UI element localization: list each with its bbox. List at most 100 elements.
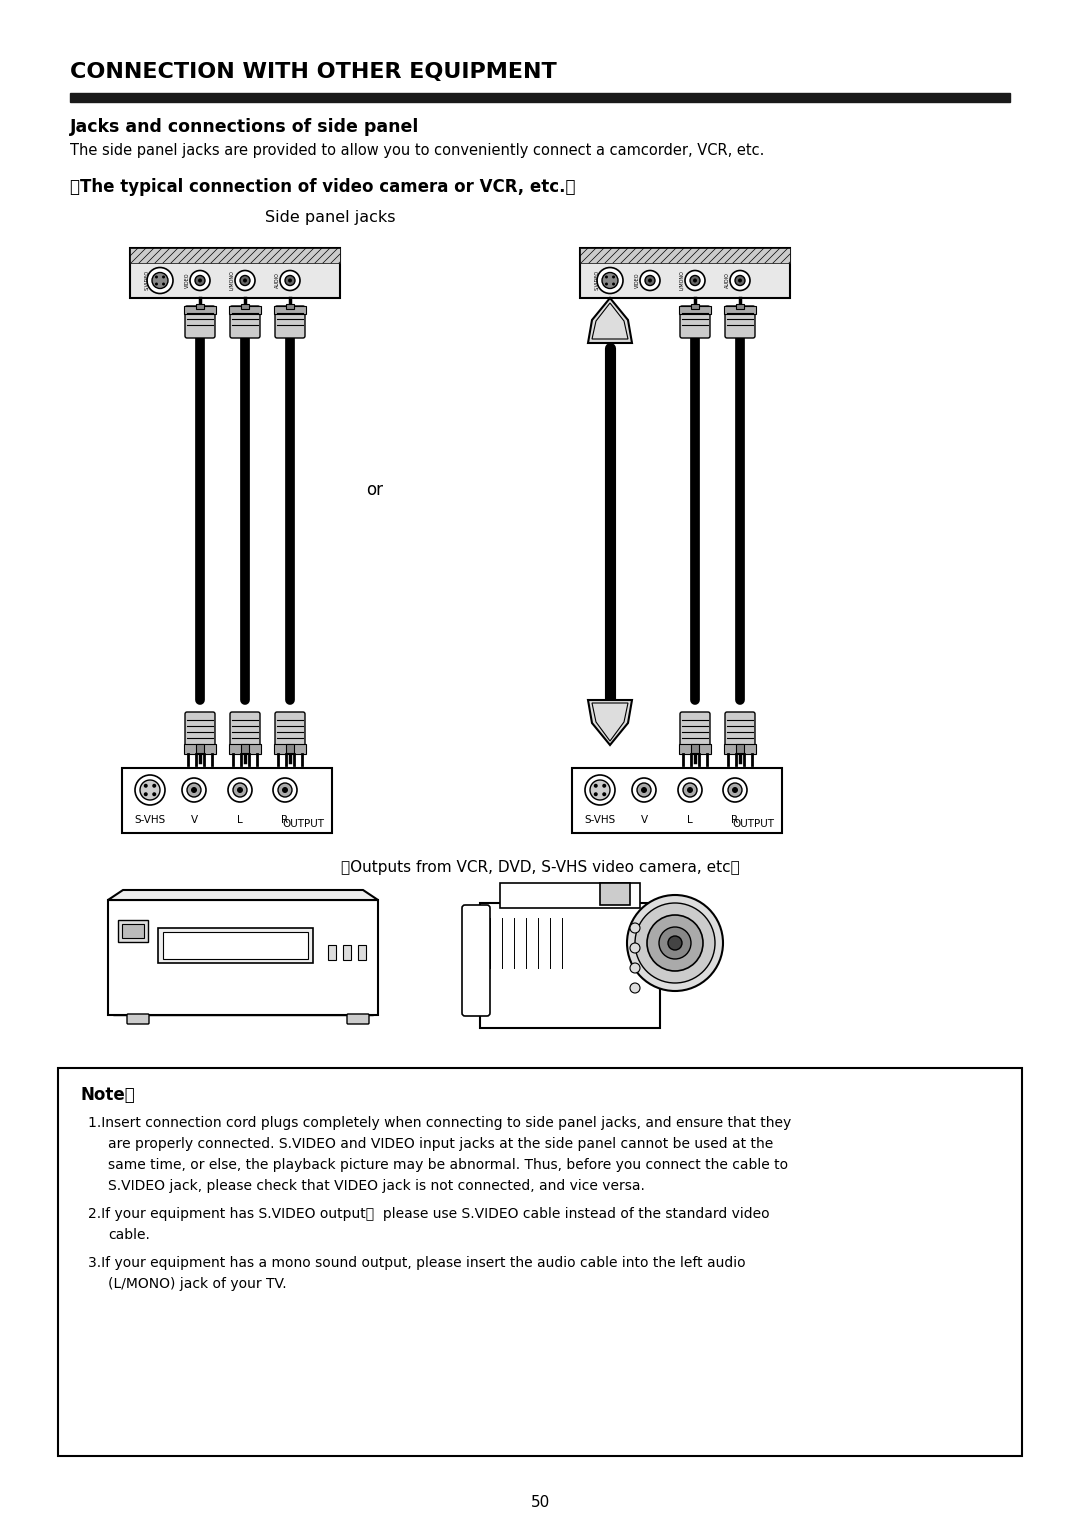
Text: L/MONO: L/MONO xyxy=(679,270,685,290)
Circle shape xyxy=(195,275,205,286)
Text: Jacks and connections of side panel: Jacks and connections of side panel xyxy=(70,118,419,136)
Bar xyxy=(130,248,340,263)
Circle shape xyxy=(198,278,202,283)
Circle shape xyxy=(630,983,640,993)
FancyBboxPatch shape xyxy=(275,306,305,338)
Text: S-VHS: S-VHS xyxy=(584,814,616,825)
Text: The side panel jacks are provided to allow you to conveniently connect a camcord: The side panel jacks are provided to all… xyxy=(70,144,765,157)
Bar xyxy=(184,306,216,313)
Circle shape xyxy=(640,270,660,290)
Bar xyxy=(130,248,340,298)
Bar xyxy=(572,769,782,833)
Circle shape xyxy=(728,782,742,798)
Circle shape xyxy=(162,283,165,286)
Circle shape xyxy=(685,270,705,290)
Circle shape xyxy=(735,275,745,286)
Circle shape xyxy=(605,283,608,286)
Circle shape xyxy=(154,283,158,286)
Text: or: or xyxy=(366,481,383,500)
Bar xyxy=(122,769,332,833)
Text: （Outputs from VCR, DVD, S-VHS video camera, etc）: （Outputs from VCR, DVD, S-VHS video came… xyxy=(340,860,740,876)
FancyBboxPatch shape xyxy=(725,306,755,338)
Circle shape xyxy=(693,278,697,283)
Circle shape xyxy=(585,775,615,805)
Bar xyxy=(229,744,261,753)
Circle shape xyxy=(730,270,750,290)
Circle shape xyxy=(590,779,610,801)
Circle shape xyxy=(612,275,615,278)
Bar xyxy=(229,306,261,313)
Text: OUTPUT: OUTPUT xyxy=(732,819,774,830)
FancyBboxPatch shape xyxy=(725,712,755,746)
FancyBboxPatch shape xyxy=(230,306,260,338)
Circle shape xyxy=(183,778,206,802)
Bar xyxy=(195,304,204,309)
Circle shape xyxy=(191,787,197,793)
FancyBboxPatch shape xyxy=(275,712,305,746)
Circle shape xyxy=(243,278,247,283)
Circle shape xyxy=(190,270,210,290)
Circle shape xyxy=(732,787,738,793)
Bar xyxy=(580,248,789,263)
Bar xyxy=(195,744,204,753)
Circle shape xyxy=(140,779,160,801)
Circle shape xyxy=(162,275,165,278)
Bar xyxy=(735,744,744,753)
Circle shape xyxy=(678,778,702,802)
Circle shape xyxy=(605,275,608,278)
Text: 【The typical connection of video camera or VCR, etc.】: 【The typical connection of video camera … xyxy=(70,177,576,196)
Bar xyxy=(122,924,144,938)
Bar xyxy=(600,883,630,905)
Text: Side panel jacks: Side panel jacks xyxy=(265,209,395,225)
Text: S.VIDEO jack, please check that VIDEO jack is not connected, and vice versa.: S.VIDEO jack, please check that VIDEO ja… xyxy=(108,1180,645,1193)
FancyBboxPatch shape xyxy=(462,905,490,1016)
Text: 50: 50 xyxy=(530,1494,550,1510)
Bar xyxy=(241,744,249,753)
Bar xyxy=(328,944,336,960)
FancyBboxPatch shape xyxy=(347,1015,369,1024)
Text: 1.Insert connection cord plugs completely when connecting to side panel jacks, a: 1.Insert connection cord plugs completel… xyxy=(87,1115,792,1131)
Circle shape xyxy=(630,923,640,934)
Text: S.VIDEO: S.VIDEO xyxy=(145,269,149,290)
Circle shape xyxy=(280,270,300,290)
Bar xyxy=(274,306,306,313)
Circle shape xyxy=(240,275,249,286)
Text: VIDEO: VIDEO xyxy=(635,274,639,289)
Text: V: V xyxy=(190,814,198,825)
Text: (L/MONO) jack of your TV.: (L/MONO) jack of your TV. xyxy=(108,1277,286,1291)
Circle shape xyxy=(594,792,597,796)
Circle shape xyxy=(278,782,292,798)
Circle shape xyxy=(135,775,165,805)
Text: CONNECTION WITH OTHER EQUIPMENT: CONNECTION WITH OTHER EQUIPMENT xyxy=(70,63,557,83)
Circle shape xyxy=(603,784,606,788)
Circle shape xyxy=(648,278,652,283)
Bar xyxy=(343,944,351,960)
Bar xyxy=(70,93,1010,102)
Bar xyxy=(286,304,294,309)
Circle shape xyxy=(597,267,623,293)
Circle shape xyxy=(659,927,691,960)
Text: VIDEO: VIDEO xyxy=(185,274,189,289)
Polygon shape xyxy=(588,298,632,342)
Circle shape xyxy=(627,895,723,992)
Circle shape xyxy=(228,778,252,802)
Polygon shape xyxy=(108,889,378,900)
Bar xyxy=(286,744,294,753)
Circle shape xyxy=(669,937,681,950)
Circle shape xyxy=(237,787,243,793)
Text: AUDIO: AUDIO xyxy=(725,272,729,289)
Text: S.VIDEO: S.VIDEO xyxy=(594,269,599,290)
Text: cable.: cable. xyxy=(108,1229,150,1242)
Circle shape xyxy=(147,267,173,293)
Circle shape xyxy=(645,275,654,286)
Circle shape xyxy=(630,963,640,973)
Circle shape xyxy=(630,943,640,953)
Bar xyxy=(679,306,711,313)
Circle shape xyxy=(288,278,292,283)
Text: same time, or else, the playback picture may be abnormal. Thus, before you conne: same time, or else, the playback picture… xyxy=(108,1158,788,1172)
Circle shape xyxy=(647,915,703,970)
Text: 3.If your equipment has a mono sound output, please insert the audio cable into : 3.If your equipment has a mono sound out… xyxy=(87,1256,745,1270)
Bar xyxy=(580,248,789,298)
Circle shape xyxy=(282,787,288,793)
Bar xyxy=(691,304,699,309)
